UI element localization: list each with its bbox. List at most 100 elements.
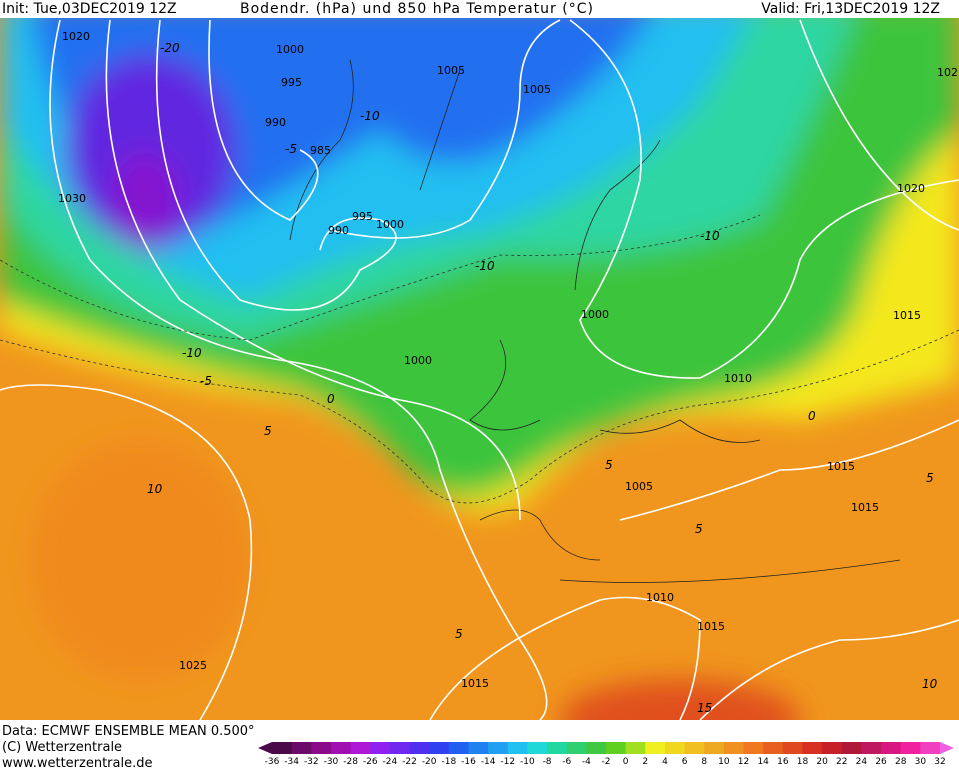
isobar-label: 1020	[62, 30, 90, 43]
legend-swatch	[782, 742, 803, 754]
temperature-label: 0	[808, 409, 816, 423]
legend-swatch	[664, 742, 686, 754]
legend-arrow-high	[940, 742, 954, 754]
legend-label: 0	[623, 757, 629, 767]
isobar-label: 1005	[523, 83, 551, 96]
temperature-label: -5	[200, 374, 212, 388]
legend-swatch	[291, 742, 312, 754]
legend-label: -32	[304, 757, 319, 767]
legend-label: 18	[797, 757, 809, 767]
legend-label: 14	[757, 757, 769, 767]
legend-label: 12	[738, 757, 749, 767]
legend-swatch	[723, 742, 745, 754]
legend-label: -20	[422, 757, 437, 767]
legend-label: -16	[461, 757, 476, 767]
legend-swatch	[350, 742, 371, 754]
temperature-label: 15	[697, 701, 712, 715]
legend-label: 28	[895, 757, 907, 767]
legend-swatch	[802, 742, 823, 754]
temperature-label: -10	[475, 259, 495, 273]
legend-swatch	[389, 742, 411, 754]
legend-swatch	[370, 742, 391, 754]
legend-swatch	[527, 742, 548, 754]
legend-label: -30	[324, 757, 339, 767]
legend-label: 20	[816, 757, 828, 767]
legend-swatch	[586, 742, 607, 754]
legend-swatch	[311, 742, 332, 754]
legend-swatch	[507, 742, 528, 754]
legend-swatch	[547, 742, 568, 754]
isobar-label: 1010	[724, 372, 752, 385]
legend-label: 4	[662, 757, 668, 767]
legend-label: -2	[602, 757, 611, 767]
isobar-label: 1000	[581, 308, 609, 321]
isobar-label: 1025	[179, 659, 207, 672]
isobar-label: 990	[265, 116, 286, 129]
legend-swatch	[822, 742, 843, 754]
isotherms	[0, 214, 959, 504]
legend-swatch	[841, 742, 862, 754]
temperature-label: 10	[147, 482, 163, 496]
legend-label: -36	[265, 757, 280, 767]
temperature-label: -10	[182, 346, 202, 360]
temperature-label: 5	[455, 627, 463, 641]
temperature-label: -5	[285, 142, 297, 156]
legend-label: -6	[562, 757, 571, 767]
isobar-label: 1000	[404, 354, 432, 367]
legend-label: -4	[582, 757, 591, 767]
isobar-label: 1005	[437, 64, 465, 77]
legend-swatch	[704, 742, 725, 754]
isobar-label: 990	[328, 224, 349, 237]
legend-label: 30	[915, 757, 927, 767]
legend-label: 22	[836, 757, 847, 767]
temperature-label: 5	[695, 522, 703, 536]
legend-swatch	[448, 742, 469, 754]
legend-swatch	[566, 742, 587, 754]
legend-label: -34	[284, 757, 299, 767]
map-title: Bodendr. (hPa) und 850 hPa Temperatur (°…	[240, 1, 594, 17]
temperature-label: 5	[926, 471, 934, 485]
legend-swatch	[645, 742, 666, 754]
isobar-label: 1010	[646, 591, 674, 604]
temperature-label: -10	[700, 229, 720, 243]
isobar-label: 1015	[851, 501, 879, 514]
legend-swatch	[900, 742, 921, 754]
isobar-label: 995	[281, 76, 302, 89]
legend-arrow-low	[258, 742, 272, 754]
temperature-label: 5	[605, 458, 613, 472]
temperature-label: 0	[327, 392, 335, 406]
temperature-label: -20	[160, 41, 180, 55]
isobar-label: 985	[310, 144, 331, 157]
legend-label: 26	[875, 757, 887, 767]
isobar-label: 102	[937, 66, 958, 79]
legend-label: 32	[934, 757, 945, 767]
isobar-label: 1005	[625, 480, 653, 493]
temperature-label: 5	[264, 424, 272, 438]
color-legend: -36 -34 -32 -30 -28 -26 -24 -22 -20 -18 -16 -14 -12-…	[258, 742, 954, 767]
legend-label: -10	[520, 757, 535, 767]
legend-label: -26	[363, 757, 378, 767]
legend-swatch	[881, 742, 902, 754]
isobar-label: 1015	[697, 620, 725, 633]
init-time: Init: Tue,03DEC2019 12Z	[2, 1, 177, 17]
legend-swatch	[920, 742, 941, 754]
legend-swatch	[861, 742, 882, 754]
legend-label: 6	[682, 757, 688, 767]
legend-swatch	[763, 742, 784, 754]
coastlines	[289, 59, 901, 583]
isobar-label: 995	[352, 210, 373, 223]
legend-label: 2	[642, 757, 648, 767]
temperature-label: 10	[922, 677, 938, 691]
legend-swatch	[606, 742, 627, 754]
legend-swatch	[743, 742, 764, 754]
copyright: (C) Wetterzentrale	[2, 740, 122, 755]
legend-swatch	[468, 742, 489, 754]
legend-swatch	[272, 742, 293, 754]
legend-label: -14	[481, 757, 496, 767]
legend-label: -28	[343, 757, 358, 767]
isobar-label: 1020	[897, 182, 925, 195]
isobar-label: 1030	[58, 192, 86, 205]
